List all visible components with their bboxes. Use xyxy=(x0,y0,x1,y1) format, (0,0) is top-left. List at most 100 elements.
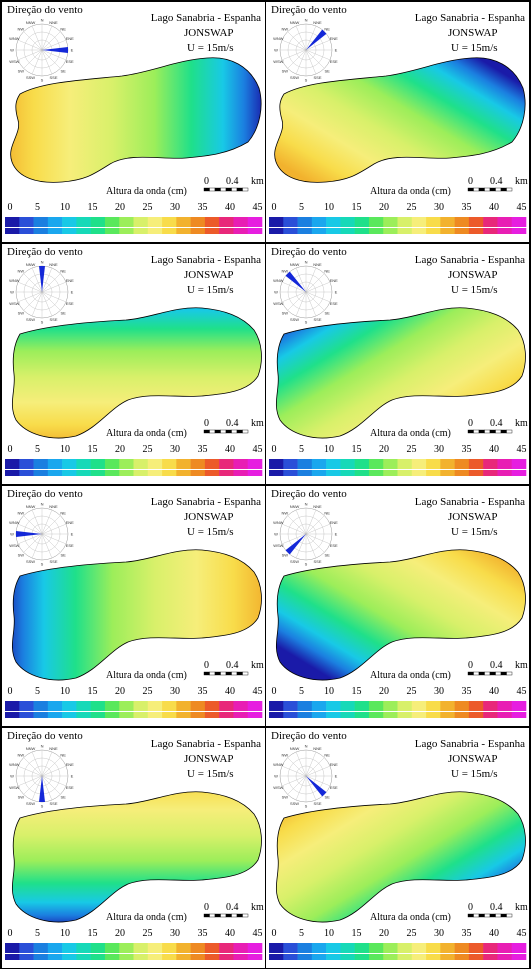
colorbar-tick: 35 xyxy=(197,686,208,697)
colorbar xyxy=(5,943,263,960)
scale-bar xyxy=(203,913,249,918)
compass-label: E xyxy=(71,774,74,779)
colorbar-tick: 45 xyxy=(516,202,527,213)
spectrum-model: JONSWAP xyxy=(184,511,234,523)
colorbar-tick: 5 xyxy=(35,444,40,455)
colorbar-tick: 10 xyxy=(324,686,334,697)
wind-speed: U = 15m/s xyxy=(187,284,234,296)
colorbar-tick: 30 xyxy=(434,444,444,455)
compass-label: WSW xyxy=(9,785,19,790)
compass-label: E xyxy=(335,532,338,537)
compass-label: NW xyxy=(17,268,24,273)
colorbar-tick: 25 xyxy=(142,444,153,455)
lake-title: Lago Sanabria - Espanha xyxy=(414,254,525,266)
compass-label: NNW xyxy=(290,504,300,509)
scale-label-unit: km xyxy=(515,660,528,671)
colorbar-tick: 35 xyxy=(461,444,472,455)
spectrum-model: JONSWAP xyxy=(448,27,498,39)
colorbar-tick: 5 xyxy=(299,202,304,213)
colorbar-ticks: 0 5 10 15 20 25 30 35 40 45 xyxy=(266,686,529,698)
compass-label: SSW xyxy=(26,75,35,80)
colorbar-label: Altura da onda (cm) xyxy=(106,428,187,439)
scale-label-04: 0.4 xyxy=(490,418,503,429)
colorbar-tick: 25 xyxy=(142,928,153,939)
colorbar-tick: 35 xyxy=(197,444,208,455)
scale-label-unit: km xyxy=(251,418,264,429)
colorbar-tick: 35 xyxy=(197,202,208,213)
compass-label: S xyxy=(305,804,308,809)
colorbar-ticks: 0 5 10 15 20 25 30 35 40 45 xyxy=(266,928,529,940)
compass-label: E xyxy=(335,290,338,295)
colorbar-tick: 10 xyxy=(324,202,334,213)
compass-label: SE xyxy=(61,795,67,800)
colorbar xyxy=(5,459,263,476)
map-panel-p8: N NNE NE ENE E ESE SE SSE S SSW SW WSW W WNW NW NNW Dire… xyxy=(266,728,529,968)
compass-label: SE xyxy=(61,553,67,558)
colorbar-tick: 20 xyxy=(379,928,389,939)
compass-label: S xyxy=(41,562,44,567)
compass-label: W xyxy=(10,48,14,53)
compass-label: SSE xyxy=(49,559,57,564)
scale-label-0: 0 xyxy=(204,176,209,187)
compass-label: NNW xyxy=(26,504,36,509)
compass-label: W xyxy=(10,290,14,295)
colorbar-tick: 25 xyxy=(142,202,153,213)
colorbar-tick: 25 xyxy=(406,202,417,213)
lake-title: Lago Sanabria - Espanha xyxy=(150,738,261,750)
wind-direction-title: Direção do vento xyxy=(271,4,347,16)
colorbar-tick: 0 xyxy=(7,686,13,697)
compass-label: SSW xyxy=(290,75,299,80)
compass-label: SSE xyxy=(313,75,321,80)
compass-label: N xyxy=(305,18,308,23)
compass-label: SW xyxy=(282,795,289,800)
colorbar-tick: 10 xyxy=(60,928,70,939)
colorbar-tick: 45 xyxy=(252,444,263,455)
colorbar-tick: 35 xyxy=(461,686,472,697)
colorbar-tick: 20 xyxy=(379,686,389,697)
wind-speed: U = 15m/s xyxy=(451,768,498,780)
colorbar-tick: 30 xyxy=(434,686,444,697)
lake-title: Lago Sanabria - Espanha xyxy=(414,12,525,24)
compass-label: E xyxy=(71,48,74,53)
compass-label: SE xyxy=(325,795,331,800)
compass-label: W xyxy=(274,48,278,53)
compass-label: SW xyxy=(18,311,25,316)
wind-speed: U = 15m/s xyxy=(451,284,498,296)
colorbar-tick: 35 xyxy=(461,202,472,213)
scale-label-0: 0 xyxy=(204,418,209,429)
compass-label: WSW xyxy=(273,301,283,306)
compass-label: WSW xyxy=(273,543,283,548)
scale-label-0: 0 xyxy=(468,418,473,429)
wind-direction-petal xyxy=(285,534,306,555)
wind-direction-title: Direção do vento xyxy=(271,488,347,500)
compass-label: SW xyxy=(18,795,25,800)
lake-outline xyxy=(11,791,262,923)
colorbar-tick: 35 xyxy=(197,928,208,939)
spectrum-model: JONSWAP xyxy=(184,269,234,281)
colorbar-tick: 40 xyxy=(225,928,235,939)
compass-label: SSE xyxy=(49,75,57,80)
colorbar-ticks: 0 5 10 15 20 25 30 35 40 45 xyxy=(2,686,265,698)
compass-label: WSW xyxy=(9,543,19,548)
compass-label: NE xyxy=(324,752,330,757)
compass-label: SW xyxy=(18,553,25,558)
colorbar-tick: 15 xyxy=(87,928,98,939)
compass-label: WSW xyxy=(273,59,283,64)
scale-bar xyxy=(467,913,513,918)
spectrum-model: JONSWAP xyxy=(448,269,498,281)
colorbar-ticks: 0 5 10 15 20 25 30 35 40 45 xyxy=(2,928,265,940)
compass-label: NNW xyxy=(26,262,36,267)
compass-label: NNW xyxy=(26,20,36,25)
compass-label: ENE xyxy=(66,278,75,283)
compass-label: E xyxy=(335,48,338,53)
colorbar-label: Altura da onda (cm) xyxy=(370,670,451,681)
compass-label: N xyxy=(41,260,44,265)
colorbar-tick: 15 xyxy=(87,686,98,697)
